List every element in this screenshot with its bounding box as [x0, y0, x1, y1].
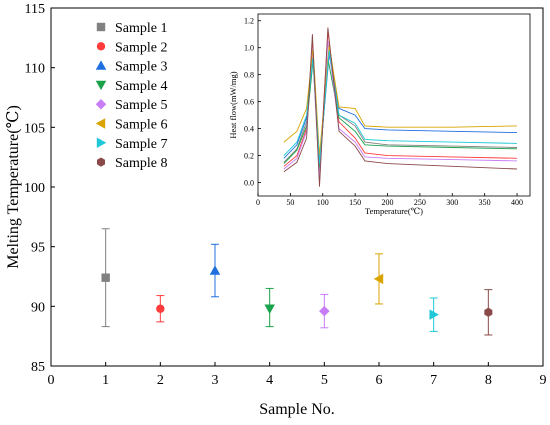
inset-y-tick-label: 1.0: [244, 44, 254, 53]
data-point-sample-2: [156, 304, 165, 313]
data-point-sample-4: [264, 304, 275, 314]
legend-label-sample-4: Sample 4: [115, 79, 168, 94]
data-markers: [101, 265, 493, 320]
legend-marker-sample-5: [95, 98, 107, 110]
inset-x-tick-label: 350: [479, 198, 491, 207]
x-tick-label: 5: [321, 373, 328, 388]
legend-label-sample-1: Sample 1: [115, 21, 168, 36]
inset-series-line-6: [283, 44, 518, 156]
x-tick-label: 2: [157, 373, 164, 388]
x-tick-label: 4: [266, 373, 273, 388]
inset-x-tick-label: 300: [446, 198, 458, 207]
legend-marker-sample-4: [95, 80, 107, 91]
legend-label-sample-6: Sample 6: [115, 118, 168, 133]
y-tick-label: 110: [25, 62, 45, 77]
inset-y-tick-label: 1.2: [244, 17, 254, 26]
inset-series-lines: [283, 27, 518, 187]
x-tick-label: 7: [430, 373, 437, 388]
y-tick-label: 115: [25, 2, 45, 17]
inset-y-tick-label: 0.2: [244, 152, 254, 161]
legend-marker-sample-6: [95, 118, 106, 129]
inset-frame: [257, 13, 531, 197]
y-tick-label: 85: [31, 360, 45, 375]
inset-x-tick-label: 150: [349, 198, 361, 207]
inset-x-axis-label: Temperature(℃): [365, 206, 423, 216]
y-tick-label: 90: [31, 300, 45, 315]
x-tick-label: 1: [102, 373, 109, 388]
legend-label-sample-3: Sample 3: [115, 60, 168, 75]
x-tick-label: 8: [485, 373, 492, 388]
x-tick-label: 3: [212, 373, 219, 388]
inset-x-tick-label: 100: [317, 198, 329, 207]
legend: Sample 1 Sample 2 Sample 3 Sample 4 Sample 5…: [95, 21, 168, 171]
y-tick-label: 105: [24, 121, 45, 136]
y-tick-label: 95: [31, 241, 45, 256]
legend-label-sample-7: Sample 7: [115, 137, 168, 152]
y-axis-label: Melting Temperature(℃): [5, 105, 22, 269]
main-axis-ticks: 0 1 2 3 4 5 6 7 8 9 85 90 95 100 105 110 115: [24, 2, 547, 388]
inset-x-tick-label: 250: [414, 198, 426, 207]
x-tick-label: 0: [48, 373, 55, 388]
legend-marker-sample-8: [96, 157, 106, 167]
data-point-sample-3: [209, 265, 221, 275]
legend-marker-sample-1: [96, 22, 106, 32]
x-tick-label: 6: [376, 373, 383, 388]
data-point-sample-7: [429, 309, 439, 320]
legend-label-sample-5: Sample 5: [115, 98, 168, 113]
inset-axis-ticks: 0 50 100 150 200 250 300 350 400 0.0 0.2 0.4 0.6 0.8 1…: [244, 17, 523, 207]
inset-y-tick-label: 0.6: [244, 98, 254, 107]
data-point-sample-1: [101, 273, 110, 282]
inset-series-line-8: [283, 27, 518, 187]
legend-label-sample-8: Sample 8: [115, 156, 168, 171]
inset-y-tick-label: 0.8: [244, 71, 254, 80]
data-point-sample-6: [373, 273, 384, 285]
legend-marker-sample-7: [96, 137, 107, 149]
legend-marker-sample-2: [96, 42, 106, 51]
inset-x-tick-label: 200: [382, 198, 394, 207]
x-tick-label: 9: [540, 373, 547, 388]
inset-series-line-5: [283, 40, 518, 180]
inset-x-tick-label: 0: [256, 198, 260, 207]
inset-y-axis-label: Heat flow(mW/mg): [228, 71, 238, 138]
legend-marker-sample-3: [95, 60, 107, 70]
data-point-sample-8: [484, 307, 493, 317]
x-axis-label: Sample No.: [259, 401, 335, 418]
inset-x-tick-label: 50: [286, 198, 294, 207]
y-tick-label: 100: [24, 181, 45, 196]
inset-y-tick-label: 0.0: [244, 179, 254, 188]
legend-label-sample-2: Sample 2: [115, 40, 168, 55]
inset-dsc-chart: 0 50 100 150 200 250 300 350 400 0.0 0.2 0.4 0.6 0.8 1…: [228, 13, 531, 216]
error-bars: [101, 228, 493, 336]
inset-y-tick-label: 0.4: [244, 125, 254, 134]
data-point-sample-5: [319, 305, 330, 317]
inset-x-tick-label: 400: [511, 198, 523, 207]
